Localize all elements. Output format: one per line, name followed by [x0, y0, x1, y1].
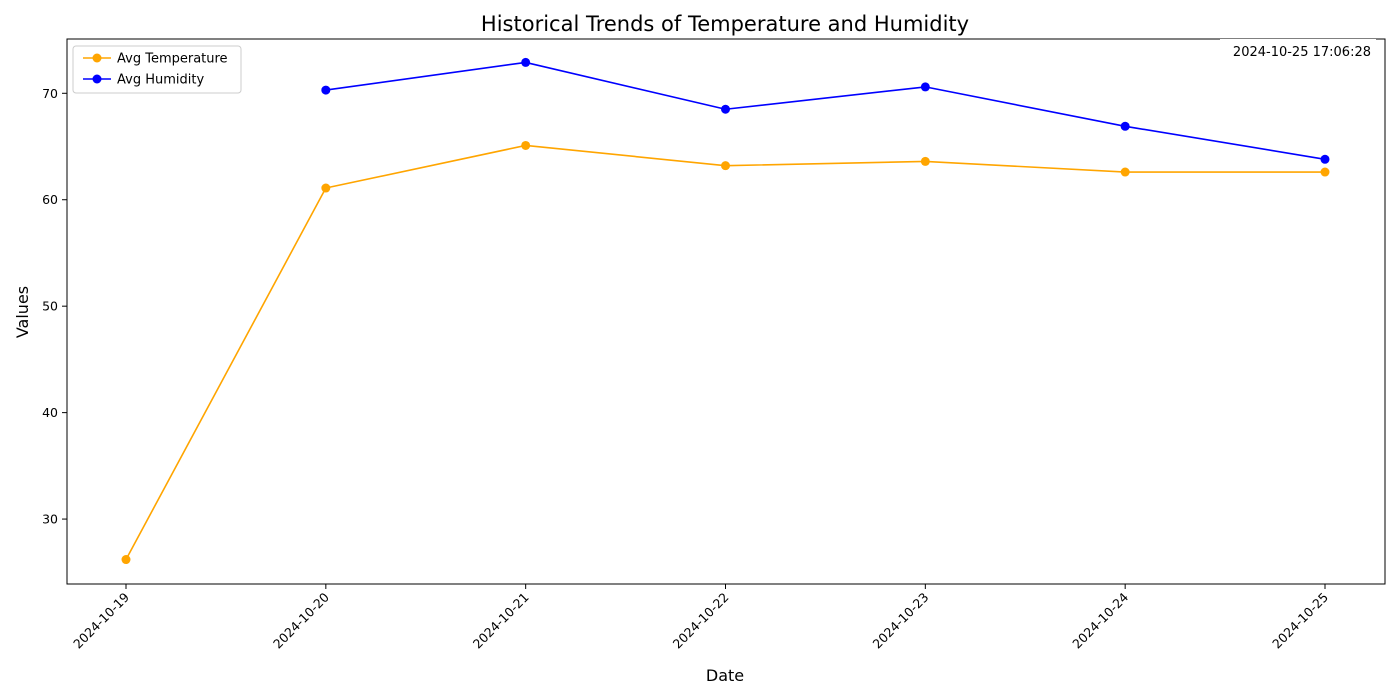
- legend: Avg Temperature Avg Humidity: [72, 45, 242, 94]
- timestamp-annotation: 2024-10-25 17:06:28: [1220, 39, 1376, 63]
- chart-title: Historical Trends of Temperature and Hum…: [481, 12, 969, 36]
- data-point-avg-humidity-2024-10-24: [1120, 121, 1130, 131]
- series-layer: [121, 57, 1330, 565]
- legend-marker-avg-humidity: [92, 74, 102, 84]
- y-tick-label-60: 60: [42, 192, 58, 207]
- series-line-avg-temperature: [125, 144, 1325, 560]
- x-axis: 2024-10-19 2024-10-20 2024-10-21 2024-10-22…: [70, 584, 1331, 651]
- data-point-avg-temperature-2024-10-25: [1320, 167, 1330, 177]
- x-tick-label-2024-10-25: 2024-10-25: [1269, 590, 1331, 652]
- data-point-avg-temperature-2024-10-21: [521, 140, 531, 150]
- data-point-avg-humidity-2024-10-21: [521, 57, 531, 67]
- data-point-avg-temperature-2024-10-24: [1120, 167, 1130, 177]
- y-axis-title: Values: [13, 286, 32, 338]
- y-tick-label-70: 70: [42, 86, 58, 101]
- x-tick-label-2024-10-20: 2024-10-20: [270, 589, 332, 651]
- x-tick-label-2024-10-21: 2024-10-21: [470, 590, 532, 652]
- data-point-avg-temperature-2024-10-20: [321, 183, 331, 193]
- legend-marker-avg-temperature: [92, 53, 102, 63]
- legend-label-avg-temperature: Avg Temperature: [117, 52, 228, 67]
- y-tick-label-30: 30: [42, 512, 58, 527]
- plot-area: [66, 38, 1386, 585]
- data-point-avg-humidity-2024-10-20: [321, 85, 331, 95]
- data-point-avg-temperature-2024-10-19: [121, 555, 131, 565]
- legend-box: [72, 45, 242, 94]
- timestamp-box: [1220, 39, 1376, 63]
- series-line-avg-humidity: [325, 61, 1326, 161]
- data-point-avg-temperature-2024-10-22: [721, 161, 730, 171]
- x-tick-label-2024-10-22: 2024-10-22: [670, 590, 732, 652]
- data-point-avg-humidity-2024-10-22: [721, 104, 730, 114]
- data-point-avg-humidity-2024-10-23: [920, 82, 930, 92]
- data-point-avg-humidity-2024-10-25: [1320, 154, 1330, 164]
- legend-label-avg-humidity: Avg Humidity: [117, 73, 204, 88]
- x-tick-label-2024-10-19: 2024-10-19: [70, 589, 132, 651]
- x-axis-title: Date: [706, 666, 744, 685]
- data-point-avg-temperature-2024-10-23: [920, 156, 930, 166]
- y-axis: 30 40 50 60 70: [42, 86, 67, 527]
- x-tick-label-2024-10-24: 2024-10-24: [1069, 589, 1131, 651]
- y-tick-label-40: 40: [42, 405, 58, 420]
- timestamp-text: 2024-10-25 17:06:28: [1233, 45, 1371, 60]
- x-tick-label-2024-10-23: 2024-10-23: [869, 590, 931, 652]
- y-tick-label-50: 50: [42, 299, 58, 314]
